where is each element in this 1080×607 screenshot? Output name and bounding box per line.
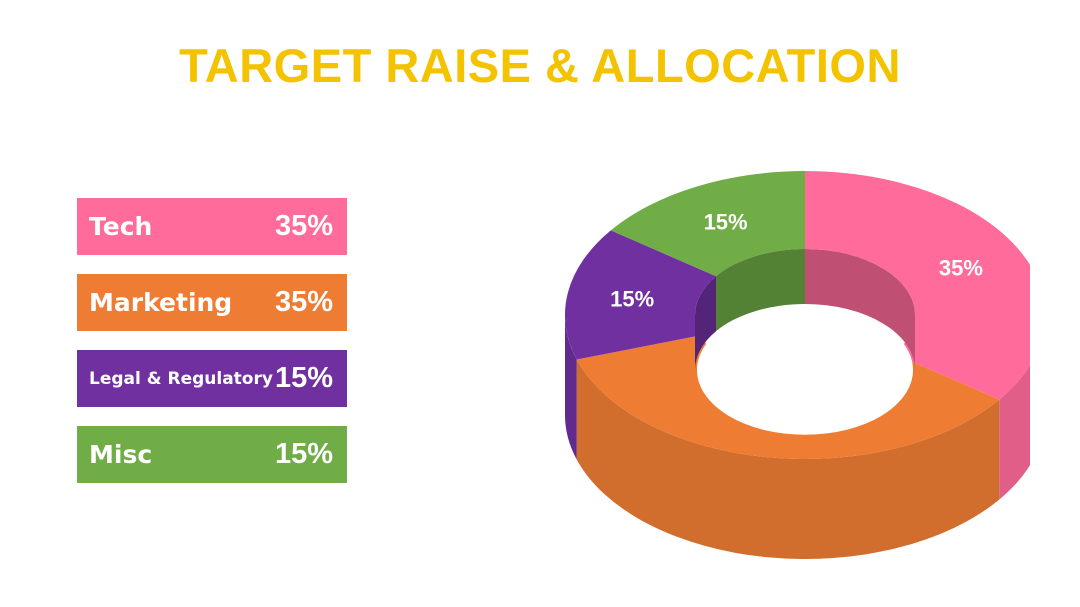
legend-value: 15% [274,438,333,470]
legend-label: Tech [89,212,153,241]
slice-inner-0 [805,249,915,370]
legend-value: 35% [274,286,333,318]
slice-label-1: 35% [756,407,800,432]
legend-item-marketing: Marketing 35% [77,274,347,331]
slice-side-0 [999,365,1030,500]
legend-item-misc: Misc 15% [77,426,347,483]
slice-inner-3 [716,249,805,332]
legend-label: Misc [89,440,153,469]
legend-label: Marketing [89,288,233,317]
legend-item-legal-regulatory: Legal & Regulatory 15% [77,350,347,407]
slice-side-1 [576,359,1000,560]
donut-chart: 35% 35% 15% 15% [564,171,1030,560]
slice-inner-2 [695,276,716,370]
slice-label-3: 15% [704,209,748,234]
slice-top-2 [564,230,716,360]
legend-item-tech: Tech 35% [77,198,347,255]
slice-top-0 [805,171,1030,400]
legend-value: 15% [274,362,333,394]
legend-value: 35% [274,210,333,242]
donut-hole [697,305,913,435]
slice-label-2: 15% [610,287,654,312]
slice-label-0: 35% [939,255,983,280]
legend: Tech 35% Marketing 35% Legal & Regulator… [77,198,347,502]
legend-label: Legal & Regulatory [89,368,273,389]
chart-title: TARGET RAISE & ALLOCATION [179,39,901,92]
slice-top-3 [610,171,805,277]
slice-side-2 [564,315,577,460]
